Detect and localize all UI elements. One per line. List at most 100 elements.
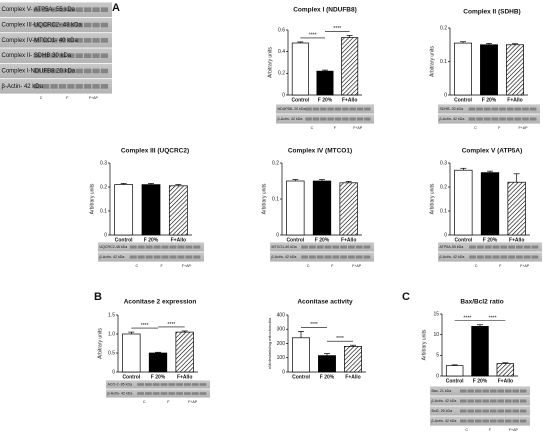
lane-label: F+AP [509,428,519,432]
blot-band [342,107,349,111]
blot-band [199,383,207,386]
blot-band [153,255,161,259]
blot-band [531,255,539,259]
blot-band [168,383,176,386]
blot-band [499,107,506,111]
bar [114,184,134,236]
blot-band [161,245,169,249]
y-tick-label: 1.0 [108,331,115,337]
blot-band [348,245,355,249]
bar [506,44,524,96]
blot-band [84,7,92,12]
blot-band [75,22,83,28]
significance-label: **** [463,316,471,322]
blot-label: ACO-2- 85 kDa [108,382,133,386]
blot-band [460,389,467,393]
blot-label: Bax- 21 kDa [432,389,452,393]
y-tick-label: 0 [104,232,107,238]
blot-band [520,419,527,423]
blot-band [184,392,191,395]
significance-label: **** [336,336,344,342]
blot-band [363,245,371,249]
blot-label: β-Actin- 42 kDa [272,255,297,259]
bar [175,331,194,373]
lane-label: F [498,126,501,130]
blot-band [84,38,92,43]
blot-label: β-Actin- 42 kDa [440,255,465,259]
blot-band [185,245,193,249]
blot-band [84,53,92,58]
blot-band [349,107,356,111]
blot-band [50,68,58,74]
blot-band [145,245,153,249]
blot-band [476,107,483,111]
blot-band [168,392,176,395]
y-tick-label: 0.1 [440,59,447,65]
y-tick-label: 200 [277,341,286,347]
blot-band [475,399,482,403]
y-tick-label: 10 [433,332,439,338]
blot-band [469,255,476,259]
blot-band [523,245,531,249]
x-tick-label: F 20% [320,374,335,380]
blot-band [460,419,467,423]
blot-label: SDHB- 30 kDa [440,107,464,111]
bar [341,37,359,96]
y-tick-label: 0.4 [278,49,285,55]
x-tick-label: F 20% [315,237,330,243]
blot-band [184,383,191,386]
blot-band [92,7,100,12]
panel-letter: B [94,291,102,303]
blot-label: Complex III-UQCRC2- 48 kDa [2,23,83,29]
blot-label: β-Actin- 42 kDa [432,419,457,423]
blot-band [324,255,332,259]
blot-band [529,107,537,111]
blot-band [42,7,50,12]
blot-band [482,409,489,413]
x-tick-label: F+Allo [498,378,513,384]
lane-label: F+AP [352,264,362,268]
blot-band [33,7,41,12]
blot-band [185,255,193,259]
blot-band [92,38,100,43]
blot-band [482,419,489,423]
blot-band [497,399,504,403]
blot-band [42,84,50,89]
blot-label: β-Actin- 42 kDa [2,84,44,90]
lane-label: C [311,126,314,130]
blot-band [522,107,529,111]
blot-label: Complex V- ATP5A- 55 kDa [2,7,76,13]
lane-label: F [66,96,69,100]
significance-label: **** [489,316,497,322]
blot-band [42,22,50,28]
bar [339,182,358,236]
blot-band [305,107,312,111]
lane-label: F+AP [518,126,528,130]
blot-band [193,245,201,249]
blot-band [145,383,152,386]
blot-band [145,255,153,259]
x-tick-label: Control [446,378,464,384]
bar [496,363,515,377]
bar [454,169,473,236]
y-tick-label: 1.5 [108,312,115,318]
blot-band [75,53,83,58]
blot-band [516,245,523,249]
blot-band [33,22,41,28]
y-axis-label: Arbitrary units [89,183,95,214]
blot-band [50,84,58,89]
blot-band [50,53,58,58]
lane-label: F+AP [188,400,198,404]
blot-band [33,53,41,58]
blot-band [309,245,316,249]
blot-band [33,84,41,89]
blot-band [460,399,467,403]
x-tick-label: Control [122,374,140,380]
blot-band [58,7,67,12]
bar [141,184,161,236]
blot-band [467,419,474,423]
y-tick-label: 0 [282,92,285,98]
panel-letter: C [402,291,410,303]
blot-label: ATP5A-55 kDa [440,245,464,249]
bar [122,333,141,373]
